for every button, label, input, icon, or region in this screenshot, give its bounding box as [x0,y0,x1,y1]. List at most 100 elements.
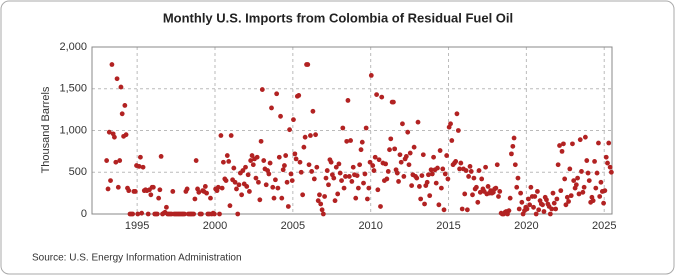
point [602,188,608,194]
point [524,206,530,212]
point [366,185,372,191]
point [558,188,564,194]
point [518,190,524,196]
point [293,156,299,162]
y-tick-label: 1,000 [59,124,87,136]
point [554,196,560,202]
point [391,99,396,105]
point [266,171,272,177]
point [353,195,359,201]
point [426,172,431,178]
point [341,185,347,191]
point [437,148,443,153]
point [388,136,394,142]
point [315,198,321,204]
point [374,92,379,97]
point [485,184,491,189]
point [603,154,609,160]
point [568,193,574,199]
point [533,211,539,217]
point [424,179,430,185]
point [296,93,302,98]
point [278,113,283,119]
point [511,135,517,141]
point [431,154,436,160]
point [245,172,251,178]
point [318,201,324,207]
point [115,184,121,190]
point [476,168,482,173]
point [598,179,604,185]
point [157,187,163,193]
point [289,178,295,184]
point [579,169,584,174]
point [559,148,565,154]
point [385,169,391,174]
point [375,187,381,193]
point [224,153,230,158]
point [493,185,499,191]
point [586,178,592,184]
point [535,189,540,194]
point [357,162,363,168]
point [240,168,246,173]
point [270,184,276,190]
point [350,164,356,170]
y-tick-label: 0 [81,208,87,220]
point [379,94,385,100]
point [411,144,417,150]
point [527,202,533,208]
point [564,194,570,200]
point [419,173,425,178]
point [515,175,521,181]
point [525,196,531,202]
point [247,189,252,194]
point [549,206,555,212]
point [571,178,577,184]
point [397,152,403,158]
point [358,147,364,153]
point [466,174,472,179]
point [248,158,254,163]
point [344,138,350,144]
point [462,191,468,197]
point [113,159,119,165]
point [346,174,352,179]
point [561,141,566,147]
point [440,166,446,172]
point [536,207,542,213]
point [361,180,366,186]
point [322,194,327,199]
point [355,185,361,191]
point [317,192,322,198]
point [148,192,154,198]
point [417,184,422,189]
point [269,105,274,111]
point [407,150,413,156]
point [418,196,424,202]
point [594,170,600,176]
x-tick-label: 2015 [436,220,460,232]
point [118,84,124,90]
point [400,121,405,127]
point [261,158,267,163]
point [405,129,411,135]
point [532,194,538,199]
point [340,125,346,131]
point [553,206,559,212]
point [271,195,277,201]
point [427,193,433,199]
x-tick-label: 2020 [514,220,538,232]
point [234,186,239,192]
point [420,152,426,158]
point [509,151,514,157]
point [217,211,222,217]
point [311,176,317,182]
point [514,184,520,190]
point [483,164,488,170]
point [258,138,264,144]
point [468,169,474,174]
point [551,200,557,206]
point [365,196,370,202]
